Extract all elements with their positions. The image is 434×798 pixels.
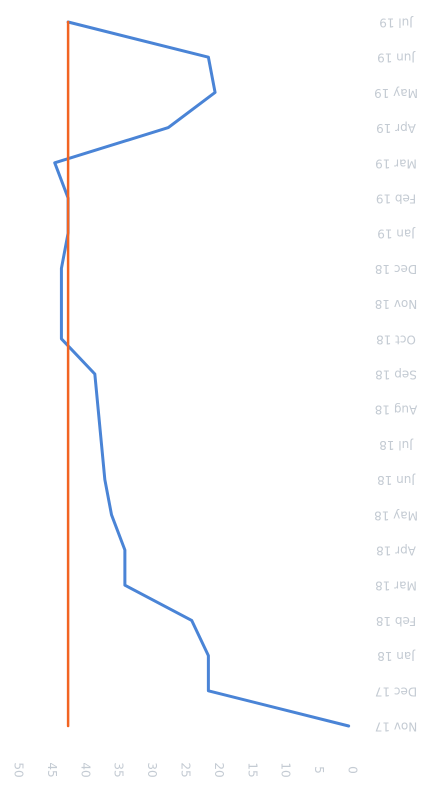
category-label: May 19 xyxy=(374,86,418,100)
x-tick-label: 20 xyxy=(212,762,226,777)
x-tick-label: 15 xyxy=(245,762,259,777)
x-tick-label: 40 xyxy=(78,762,92,777)
value-axis: 50 45 40 35 30 25 20 15 10 5 0 xyxy=(12,762,360,777)
category-label: Dec 17 xyxy=(375,684,417,698)
category-label: Oct 18 xyxy=(376,332,416,346)
series-layer xyxy=(53,20,351,728)
category-label: Dec 18 xyxy=(375,262,417,276)
category-label: Feb 18 xyxy=(376,614,416,628)
category-label: May 18 xyxy=(374,508,418,522)
category-label: Jul 19 xyxy=(379,16,414,30)
x-tick-label: 25 xyxy=(179,762,193,777)
category-label: Nov 18 xyxy=(375,297,418,311)
series-line-1 xyxy=(53,20,351,728)
category-label: Mar 18 xyxy=(375,579,417,593)
category-label: Aug 18 xyxy=(375,403,418,417)
category-label: Jun 19 xyxy=(377,51,416,65)
category-label: Jul 18 xyxy=(379,438,414,452)
x-tick-label: 50 xyxy=(12,762,26,777)
x-tick-label: 30 xyxy=(145,762,159,777)
category-label: Feb 19 xyxy=(376,192,416,206)
x-tick-label: 0 xyxy=(346,766,360,774)
category-label: Jan 19 xyxy=(377,227,416,241)
x-tick-label: 5 xyxy=(312,766,326,774)
category-label: Jan 18 xyxy=(377,649,416,663)
x-tick-label: 10 xyxy=(279,762,293,777)
category-label: Mar 19 xyxy=(375,156,417,170)
x-tick-label: 35 xyxy=(112,762,126,777)
category-label: Nov 17 xyxy=(375,720,418,734)
category-label: Sep 18 xyxy=(375,368,417,382)
category-label: Apr 19 xyxy=(376,121,416,135)
category-label: Jun 18 xyxy=(377,473,416,487)
x-tick-label: 45 xyxy=(45,762,59,777)
category-axis: Jul 19 Jun 19 May 19 Apr 19 Mar 19 Feb 19 Jan … xyxy=(374,16,418,734)
category-label: Apr 18 xyxy=(376,544,416,558)
